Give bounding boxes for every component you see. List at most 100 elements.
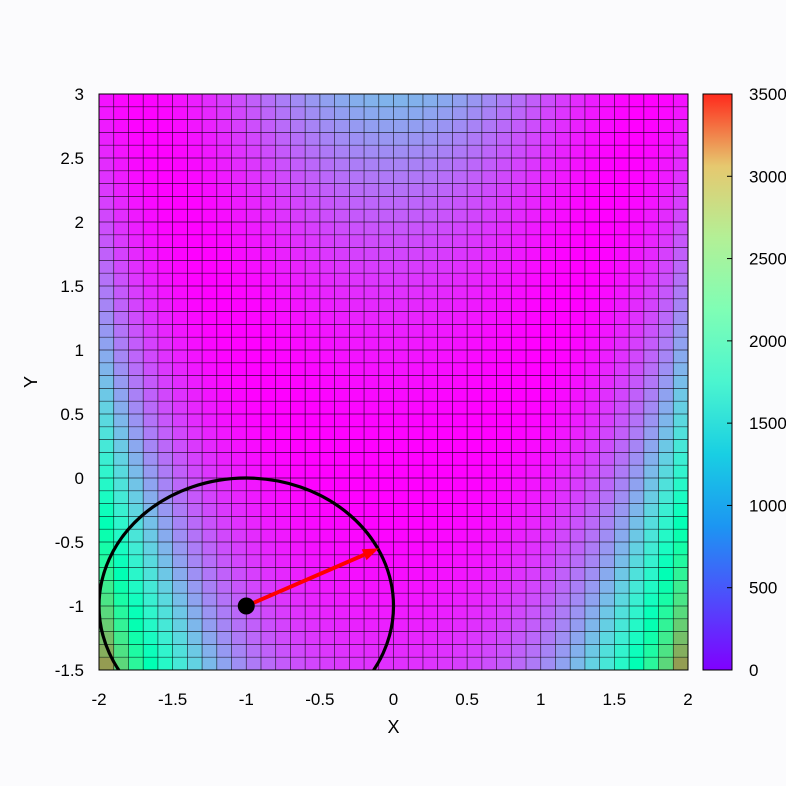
- heatmap-cell: [216, 644, 233, 658]
- heatmap-cell: [422, 503, 439, 517]
- heatmap-cell: [349, 529, 365, 543]
- heatmap-cell: [393, 529, 409, 543]
- heatmap-cell: [540, 503, 557, 517]
- heatmap-cell: [673, 414, 688, 428]
- heatmap-cell: [570, 618, 586, 633]
- heatmap-cell: [187, 222, 203, 236]
- heatmap-cell: [290, 644, 306, 658]
- heatmap-cell: [584, 478, 601, 492]
- heatmap-cell: [481, 222, 498, 236]
- heatmap-cell: [275, 375, 292, 389]
- heatmap-cell: [260, 439, 277, 453]
- heatmap-cell: [408, 439, 424, 453]
- heatmap-cell: [290, 401, 306, 415]
- heatmap-cell: [364, 516, 380, 530]
- heatmap-cell: [143, 247, 159, 261]
- heatmap-cell: [437, 401, 454, 415]
- heatmap-cell: [570, 298, 586, 313]
- heatmap-cell: [246, 158, 262, 172]
- heatmap-cell: [599, 554, 615, 569]
- heatmap-cell: [643, 529, 660, 543]
- heatmap-cell: [408, 273, 424, 287]
- heatmap-cell: [437, 260, 454, 274]
- heatmap-cell: [319, 260, 336, 274]
- heatmap-cell: [422, 439, 439, 453]
- heatmap-cell: [422, 452, 439, 466]
- heatmap-cell: [643, 426, 660, 441]
- heatmap-cell: [570, 593, 586, 607]
- heatmap-cell: [290, 324, 306, 338]
- heatmap-cell: [143, 657, 159, 670]
- heatmap-cell: [555, 362, 571, 377]
- heatmap-cell: [393, 196, 409, 210]
- heatmap-cell: [599, 209, 615, 223]
- heatmap-cell: [584, 222, 601, 236]
- heatmap-cell: [422, 209, 439, 223]
- heatmap-cell: [231, 337, 247, 351]
- heatmap-cell: [526, 593, 542, 607]
- heatmap-cell: [673, 260, 688, 274]
- heatmap-cell: [555, 388, 571, 402]
- heatmap-cell: [99, 286, 115, 300]
- heatmap-cell: [526, 542, 542, 556]
- heatmap-cell: [319, 119, 336, 133]
- heatmap-cell: [673, 516, 688, 530]
- heatmap-cell: [216, 401, 233, 415]
- heatmap-cell: [658, 324, 674, 338]
- heatmap-cell: [584, 388, 601, 402]
- heatmap-cell: [187, 631, 203, 645]
- plot-frame: [98, 93, 689, 671]
- heatmap-cell: [231, 516, 247, 530]
- heatmap-cell: [511, 465, 527, 479]
- heatmap-cell: [599, 426, 615, 441]
- colorbar-tick-label: 3000: [749, 167, 786, 186]
- heatmap-cell: [673, 183, 688, 197]
- heatmap-cell: [216, 119, 233, 133]
- heatmap-cell: [246, 119, 262, 133]
- heatmap-cell: [157, 106, 174, 121]
- heatmap-cell: [629, 414, 645, 428]
- heatmap-cell: [364, 618, 380, 633]
- heatmap-cell: [673, 145, 688, 159]
- heatmap-cell: [658, 490, 674, 505]
- heatmap-cell: [584, 311, 601, 325]
- heatmap-cell: [334, 234, 350, 249]
- heatmap-cell: [157, 567, 174, 581]
- heatmap-cell: [305, 183, 321, 197]
- heatmap-cell: [555, 106, 571, 121]
- heatmap-cell: [437, 106, 454, 121]
- heatmap-cell: [187, 234, 203, 249]
- heatmap-cell: [629, 618, 645, 633]
- heatmap-cell: [172, 298, 188, 313]
- heatmap-cell: [437, 478, 454, 492]
- heatmap-cell: [378, 209, 395, 223]
- heatmap-cell: [643, 132, 660, 146]
- heatmap-cell: [599, 106, 615, 121]
- heatmap-cell: [290, 452, 306, 466]
- heatmap-cell: [128, 350, 144, 364]
- heatmap-cell: [658, 644, 674, 658]
- heatmap-cell: [555, 183, 571, 197]
- heatmap-cell: [393, 298, 409, 313]
- heatmap-cell: [172, 529, 188, 543]
- heatmap-cell: [673, 158, 688, 172]
- heatmap-cell: [599, 145, 615, 159]
- heatmap-cell: [643, 644, 660, 658]
- heatmap-cell: [231, 170, 247, 185]
- heatmap-cell: [408, 362, 424, 377]
- heatmap-cell: [570, 439, 586, 453]
- heatmap-cell: [216, 452, 233, 466]
- heatmap-cell: [540, 414, 557, 428]
- heatmap-cell: [290, 618, 306, 633]
- heatmap-cell: [187, 426, 203, 441]
- heatmap-cell: [673, 542, 688, 556]
- heatmap-cell: [629, 298, 645, 313]
- heatmap-cell: [437, 554, 454, 569]
- heatmap-cell: [570, 362, 586, 377]
- heatmap-cell: [422, 94, 439, 108]
- heatmap-cell: [172, 222, 188, 236]
- heatmap-cell: [113, 337, 130, 351]
- heatmap-cell: [481, 170, 498, 185]
- heatmap-cell: [290, 132, 306, 146]
- heatmap-cell: [275, 234, 292, 249]
